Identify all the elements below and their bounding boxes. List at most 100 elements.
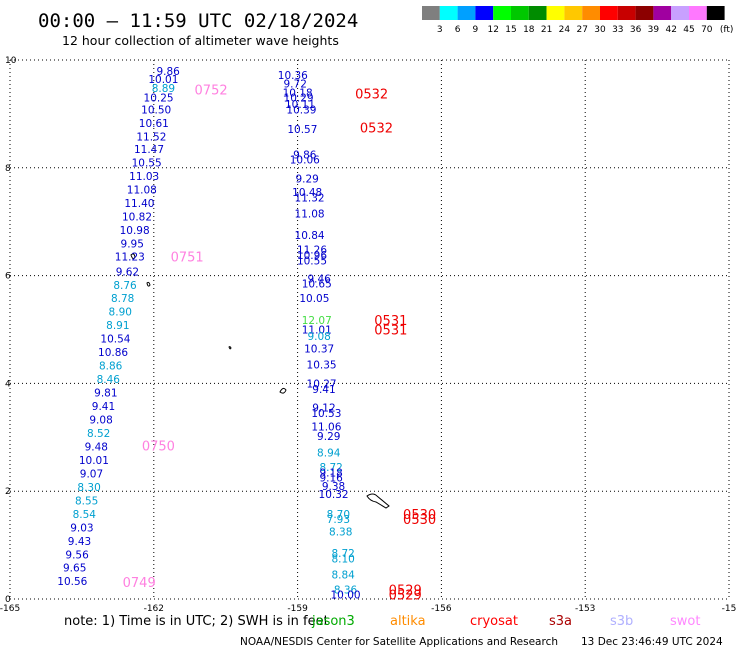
swh-label: 9.48 xyxy=(85,441,108,453)
legend-swatch xyxy=(582,6,600,20)
swh-label: 7.93 xyxy=(327,514,350,526)
legend-label: 18 xyxy=(523,25,535,35)
legend-label: 42 xyxy=(665,25,676,35)
x-tick-label: -159 xyxy=(287,604,308,614)
swh-label: 9.18 xyxy=(319,467,342,479)
pass-time-label: 0529 xyxy=(389,589,422,604)
swh-label: 9.46 xyxy=(307,273,331,285)
swh-label: 10.65 xyxy=(302,279,332,291)
swh-labels: 9.8610.018.8910.2510.5010.6111.5211.4710… xyxy=(57,66,360,602)
swh-label: 11.40 xyxy=(124,198,154,210)
swh-label: 9.95 xyxy=(121,238,144,250)
legend-swatch xyxy=(528,6,547,20)
swh-label: 9.29 xyxy=(317,431,340,443)
satellite-name: s3b xyxy=(610,614,633,629)
pass-time-label: 0749 xyxy=(123,576,156,591)
swh-label: 10.05 xyxy=(299,293,329,305)
legend-label: 3 xyxy=(437,25,443,35)
swh-label: 10.55 xyxy=(132,157,162,169)
y-tick-label: 0 xyxy=(5,595,11,605)
swh-label: 10.54 xyxy=(100,334,130,346)
y-tick-label: 4 xyxy=(5,379,11,389)
chart-subtitle: 12 hour collection of altimeter wave hei… xyxy=(62,33,339,48)
swh-label: 8.70 xyxy=(327,509,350,521)
x-tick-label: -165 xyxy=(0,604,20,614)
swh-label: 10.25 xyxy=(144,93,174,105)
legend-swatch xyxy=(475,6,494,20)
pass-time-label: 0752 xyxy=(195,84,228,99)
y-tick-label: 6 xyxy=(5,272,11,282)
island-shape xyxy=(366,493,390,509)
swh-label: 9.41 xyxy=(312,384,335,396)
swh-label: 11.03 xyxy=(129,171,159,183)
swh-label: 11.23 xyxy=(115,252,145,264)
swh-label: 8.84 xyxy=(331,570,355,582)
swh-label: 11.06 xyxy=(311,422,341,434)
legend-swatch xyxy=(546,6,565,20)
legend-swatch xyxy=(706,6,725,20)
swh-label: 10.48 xyxy=(292,187,322,199)
island-shape xyxy=(146,281,151,287)
legend-label: 15 xyxy=(505,25,516,35)
swh-label: 10.86 xyxy=(98,347,128,359)
x-tick-label: -15 xyxy=(722,604,737,614)
satellite-name: altika xyxy=(390,614,426,629)
legend-label: 30 xyxy=(594,25,606,35)
swh-label: 11.08 xyxy=(127,184,157,196)
legend-label: 21 xyxy=(541,25,552,35)
pass-time-label: 0530 xyxy=(403,513,436,528)
y-tick-label: 2 xyxy=(5,487,11,497)
swh-label: 10.53 xyxy=(311,408,341,420)
swh-label: 11.08 xyxy=(295,209,325,221)
swh-label: 8.38 xyxy=(329,527,352,539)
swh-label: 10.84 xyxy=(295,230,325,242)
legend-label: 9 xyxy=(473,25,479,35)
legend-swatch xyxy=(493,6,511,20)
swh-label: 10.36 xyxy=(278,70,308,82)
pass-time-label: 0532 xyxy=(360,121,393,136)
swh-label: 11.32 xyxy=(295,192,325,204)
swh-label: 8.91 xyxy=(106,320,129,332)
swh-label: 10.01 xyxy=(79,455,109,467)
swh-label: 9.86 xyxy=(156,66,180,78)
swh-label: 9.38 xyxy=(322,481,345,493)
island-shape xyxy=(130,253,136,260)
footer-credit: NOAA/NESDIS Center for Satellite Applica… xyxy=(240,636,558,648)
legend-swatch xyxy=(671,6,689,20)
swh-label: 10.35 xyxy=(307,360,337,372)
swh-label: 10.32 xyxy=(319,489,349,501)
swh-label: 9.12 xyxy=(312,403,335,415)
swh-label: 9.86 xyxy=(293,149,317,161)
legend-label: 45 xyxy=(683,25,694,35)
satellite-name: jason3 xyxy=(311,614,355,629)
swh-label: 10.39 xyxy=(286,105,316,117)
swh-label: 8.10 xyxy=(331,554,354,566)
x-tick-label: -162 xyxy=(144,604,164,614)
legend-label: 12 xyxy=(487,25,498,35)
swh-label: 8.46 xyxy=(97,374,121,386)
swh-label: 10.55 xyxy=(297,256,327,268)
legend-swatch xyxy=(457,6,476,20)
swh-label: 10.98 xyxy=(120,225,150,237)
swh-label: 8.86 xyxy=(99,361,123,373)
swh-label: 8.78 xyxy=(111,293,134,305)
swh-label: 9.65 xyxy=(63,563,86,575)
swh-label: 11.26 xyxy=(297,245,327,257)
swh-label: 9.08 xyxy=(89,415,112,427)
legend-swatch xyxy=(635,6,654,20)
pass-time-label: 0531 xyxy=(374,324,407,339)
swh-label: 10.00 xyxy=(331,590,361,602)
swh-label: 9.56 xyxy=(65,549,89,561)
swh-label: 9.43 xyxy=(68,536,91,548)
footer-timestamp: 13 Dec 23:46:49 UTC 2024 xyxy=(581,636,723,648)
swh-label: 9.41 xyxy=(92,401,115,413)
swh-label: 8.36 xyxy=(334,584,358,596)
legend-swatch xyxy=(439,6,458,20)
swh-label: 9.72 xyxy=(284,79,307,91)
legend-label: 6 xyxy=(455,25,461,35)
swh-label: 10.11 xyxy=(285,99,315,111)
swh-label: 9.07 xyxy=(80,468,103,480)
swh-label: 8.55 xyxy=(75,495,98,507)
swh-label: 10.18 xyxy=(283,87,313,99)
